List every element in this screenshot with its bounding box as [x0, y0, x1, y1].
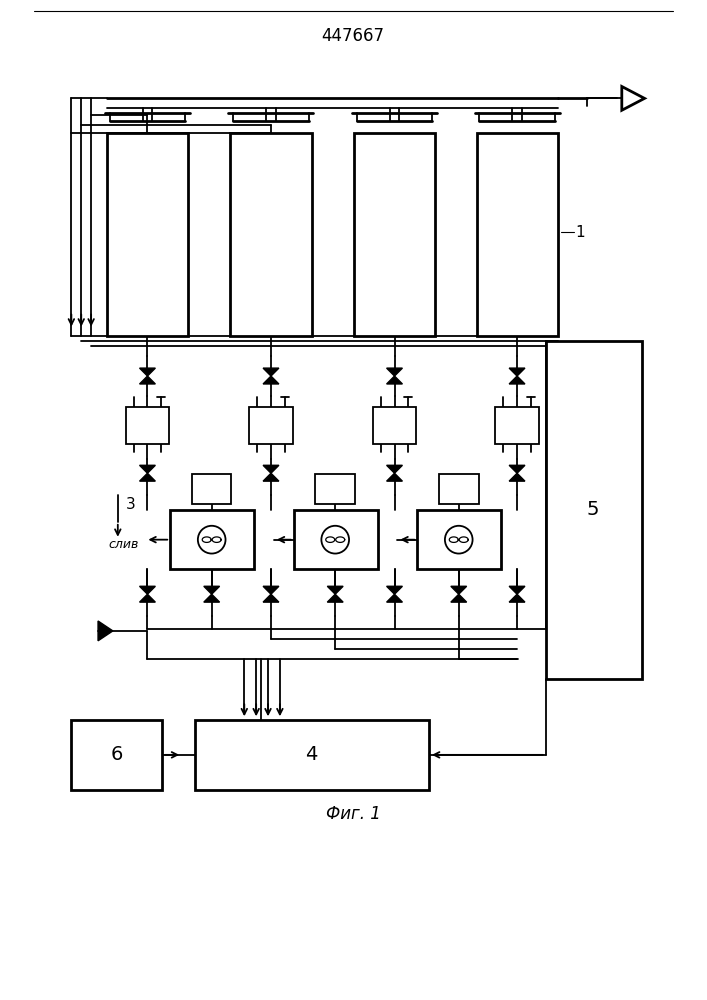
Text: 5: 5 [587, 500, 600, 519]
Polygon shape [509, 594, 525, 602]
Text: 3: 3 [126, 497, 136, 512]
Bar [454, 518, 464, 526]
Text: 1: 1 [575, 225, 585, 240]
Bar [496, 407, 539, 444]
Polygon shape [98, 621, 113, 641]
Bar [206, 518, 216, 526]
Text: 6: 6 [110, 745, 123, 764]
Polygon shape [263, 473, 279, 481]
Polygon shape [621, 86, 645, 110]
Bar [330, 518, 340, 526]
Bar [107, 133, 188, 336]
Bar [439, 474, 479, 504]
Text: 4: 4 [305, 745, 317, 764]
Polygon shape [509, 376, 525, 384]
Polygon shape [387, 376, 402, 384]
Polygon shape [451, 586, 467, 594]
Polygon shape [139, 465, 156, 473]
Polygon shape [387, 465, 402, 473]
Polygon shape [139, 586, 156, 594]
Polygon shape [263, 465, 279, 473]
Polygon shape [387, 586, 402, 594]
Polygon shape [139, 473, 156, 481]
Bar [330, 530, 340, 538]
Bar [477, 133, 558, 336]
Bar [417, 510, 501, 569]
Bar [354, 133, 435, 336]
Bar [206, 530, 216, 538]
Polygon shape [387, 473, 402, 481]
Text: 2: 2 [574, 423, 584, 438]
Text: слив: слив [108, 538, 139, 551]
Polygon shape [263, 586, 279, 594]
Polygon shape [451, 594, 467, 602]
Bar [195, 720, 429, 790]
Bar [293, 510, 378, 569]
Bar [192, 474, 231, 504]
Polygon shape [139, 594, 156, 602]
Polygon shape [509, 465, 525, 473]
Polygon shape [387, 594, 402, 602]
Bar [250, 407, 293, 444]
Polygon shape [509, 586, 525, 594]
Polygon shape [509, 473, 525, 481]
Bar [71, 720, 163, 790]
Polygon shape [263, 368, 279, 376]
Polygon shape [139, 376, 156, 384]
Polygon shape [387, 368, 402, 376]
Polygon shape [327, 586, 343, 594]
Text: 447667: 447667 [322, 27, 385, 45]
Bar [170, 510, 255, 569]
Polygon shape [139, 368, 156, 376]
Polygon shape [263, 594, 279, 602]
Polygon shape [509, 368, 525, 376]
Polygon shape [204, 586, 220, 594]
Bar [126, 407, 169, 444]
Polygon shape [263, 376, 279, 384]
Bar [454, 530, 464, 538]
Polygon shape [327, 594, 343, 602]
Bar [373, 407, 416, 444]
Polygon shape [204, 594, 220, 602]
Text: Фиг. 1: Фиг. 1 [325, 805, 380, 823]
Bar [230, 133, 312, 336]
Bar [546, 341, 641, 678]
Bar [315, 474, 355, 504]
